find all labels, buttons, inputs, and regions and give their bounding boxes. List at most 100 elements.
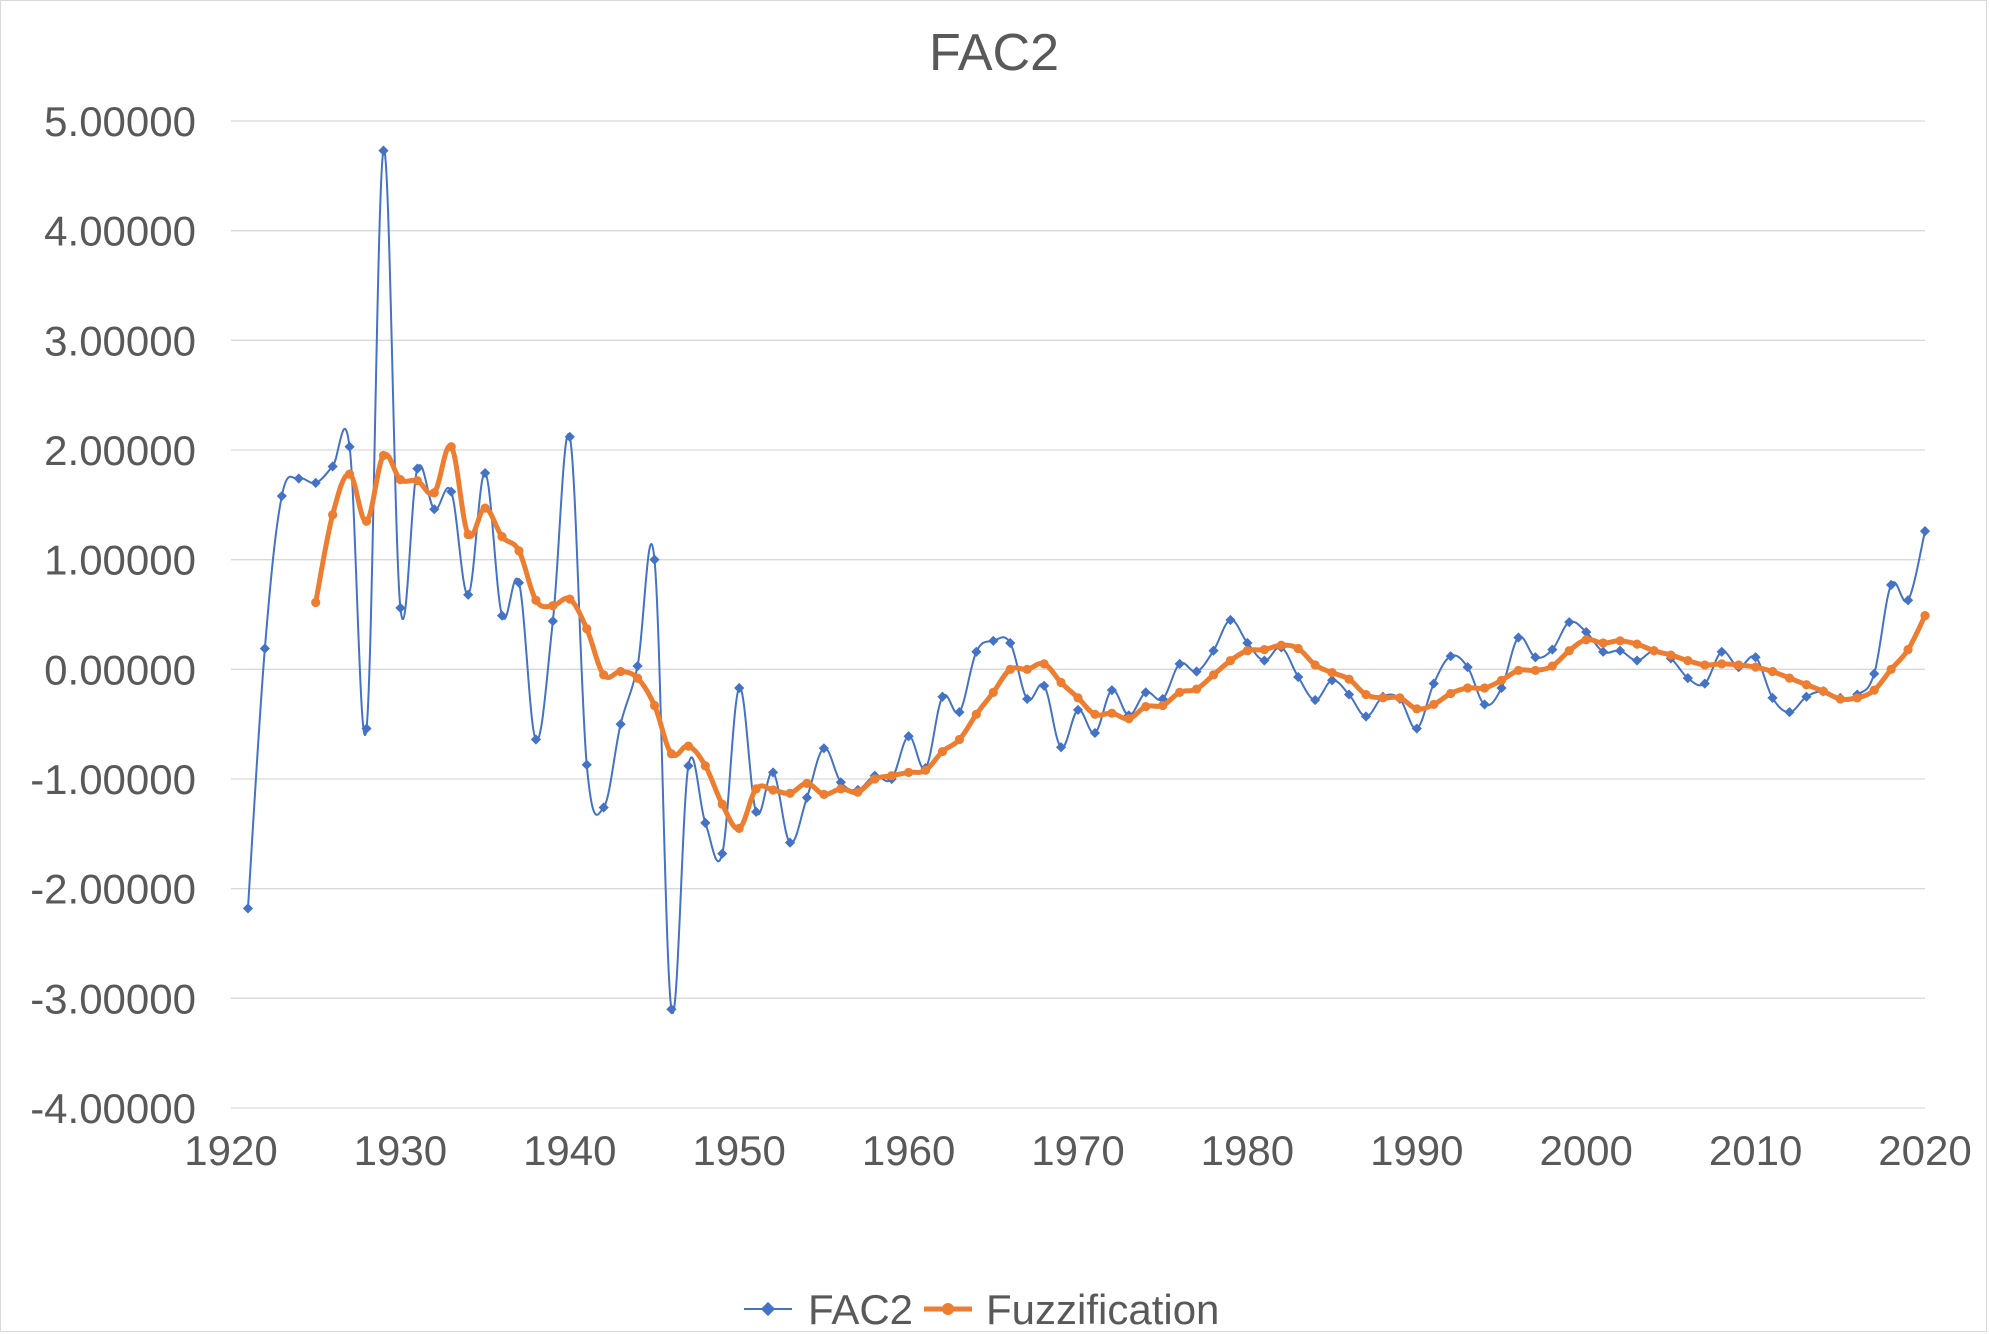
series-line-fac2: [246, 149, 1926, 1014]
data-point-fuzzification: [1564, 646, 1574, 656]
data-point-fac2: [361, 723, 372, 734]
x-tick-label: 2020: [1878, 1127, 1971, 1174]
data-point-fuzzification: [1429, 699, 1439, 710]
data-point-fac2: [666, 1004, 677, 1015]
data-point-fuzzification: [1141, 702, 1151, 712]
data-point-fac2: [310, 477, 321, 488]
data-point-fuzzification: [1208, 670, 1219, 680]
data-point-fac2: [615, 719, 626, 730]
data-point-fac2: [1919, 526, 1931, 537]
x-tick-label: 2000: [1539, 1127, 1632, 1174]
data-point-fuzzification: [1395, 693, 1405, 703]
data-point-fuzzification: [1581, 635, 1591, 645]
x-tick-label: 1930: [354, 1127, 447, 1174]
data-point-fuzzification: [463, 529, 473, 540]
data-point-fuzzification: [632, 673, 643, 683]
series-line-fuzzification: [313, 443, 1928, 832]
data-point-fuzzification: [1022, 664, 1032, 674]
data-point-fuzzification: [1039, 659, 1049, 669]
data-point-fac2: [463, 589, 474, 600]
data-point-fuzzification: [1090, 709, 1100, 719]
data-point-fac2: [1614, 645, 1626, 656]
data-point-fac2: [446, 486, 457, 497]
data-point-fuzzification: [395, 475, 405, 485]
data-point-fac2: [530, 734, 542, 745]
data-point-fac2: [581, 759, 592, 770]
data-point-fac2: [1343, 689, 1355, 700]
x-tick-label: 1970: [1031, 1127, 1124, 1174]
data-point-fuzzification: [548, 601, 558, 611]
data-point-fuzzification: [480, 503, 490, 513]
data-point-fac2: [293, 473, 304, 484]
data-point-fac2: [395, 602, 406, 614]
data-point-fuzzification: [1903, 644, 1913, 655]
data-point-fac2: [1259, 655, 1270, 666]
data-point-fac2: [903, 731, 914, 742]
data-point-fuzzification: [1547, 661, 1557, 671]
data-point-fuzzification: [446, 442, 456, 452]
data-point-fac2: [1310, 694, 1321, 706]
data-point-fac2: [1055, 742, 1067, 753]
data-point-fac2: [767, 767, 779, 778]
legend-label-fuzzification: Fuzzification: [986, 1286, 1219, 1333]
data-point-fuzzification: [1734, 660, 1744, 670]
gridlines: [231, 120, 1925, 1109]
data-point-fac2: [818, 743, 829, 754]
data-point-fuzzification: [988, 687, 998, 697]
data-point-fuzzification: [582, 624, 592, 634]
x-tick-label: 1980: [1201, 1127, 1294, 1174]
data-point-fac2: [276, 490, 287, 502]
data-point-fuzzification: [429, 488, 439, 498]
data-point-fuzzification: [1276, 640, 1286, 650]
data-point-fac2: [937, 691, 948, 702]
y-tick-label: 5.00000: [44, 98, 196, 145]
data-point-fuzzification: [599, 670, 609, 680]
data-point-fuzzification: [1327, 668, 1337, 678]
data-point-fuzzification: [531, 595, 541, 605]
data-point-fuzzification: [870, 774, 880, 784]
legend: FAC2 Fuzzification: [744, 1286, 1219, 1333]
data-point-fuzzification: [700, 761, 710, 771]
data-point-fuzzification: [1530, 665, 1540, 676]
data-point-fuzzification: [1632, 639, 1642, 649]
y-tick-label: -3.00000: [30, 975, 196, 1022]
data-point-fuzzification: [1496, 675, 1507, 685]
y-tick-label: 4.00000: [44, 208, 196, 255]
data-point-fac2: [1293, 671, 1304, 683]
data-point-fuzzification: [1412, 704, 1422, 714]
data-point-fac2: [954, 707, 965, 718]
data-point-fuzzification: [1310, 660, 1320, 670]
data-point-fac2: [1513, 632, 1524, 643]
data-point-fac2: [1106, 685, 1117, 696]
data-point-fac2: [1767, 692, 1778, 703]
data-point-fuzzification: [1801, 680, 1812, 690]
data-point-fac2: [988, 635, 999, 646]
x-tick-label: 1950: [692, 1127, 785, 1174]
data-point-fuzzification: [1700, 660, 1710, 670]
data-point-fac2: [683, 760, 694, 771]
data-point-fuzzification: [717, 799, 727, 809]
data-point-fac2: [598, 802, 609, 813]
data-point-fuzzification: [1259, 644, 1269, 655]
data-point-fac2: [1479, 699, 1490, 710]
data-point-fac2: [1005, 637, 1016, 649]
data-point-fuzzification: [802, 778, 812, 788]
data-point-fac2: [1072, 704, 1084, 716]
data-point-fuzzification: [1191, 684, 1202, 694]
data-point-fuzzification: [1683, 655, 1693, 666]
data-point-fuzzification: [819, 789, 829, 799]
y-tick-label: 1.00000: [44, 537, 196, 584]
data-point-fuzzification: [1158, 700, 1168, 711]
data-point-fuzzification: [565, 594, 575, 604]
x-tick-label: 1960: [862, 1127, 955, 1174]
data-point-fuzzification: [649, 700, 660, 711]
data-point-fuzzification: [937, 746, 948, 757]
data-point-fac2: [1089, 727, 1101, 739]
y-tick-label: -1.00000: [30, 756, 196, 803]
data-point-fuzzification: [412, 476, 422, 486]
data-point-fuzzification: [361, 516, 372, 526]
data-point-fac2: [751, 806, 762, 817]
data-point-fuzzification: [1852, 693, 1862, 703]
